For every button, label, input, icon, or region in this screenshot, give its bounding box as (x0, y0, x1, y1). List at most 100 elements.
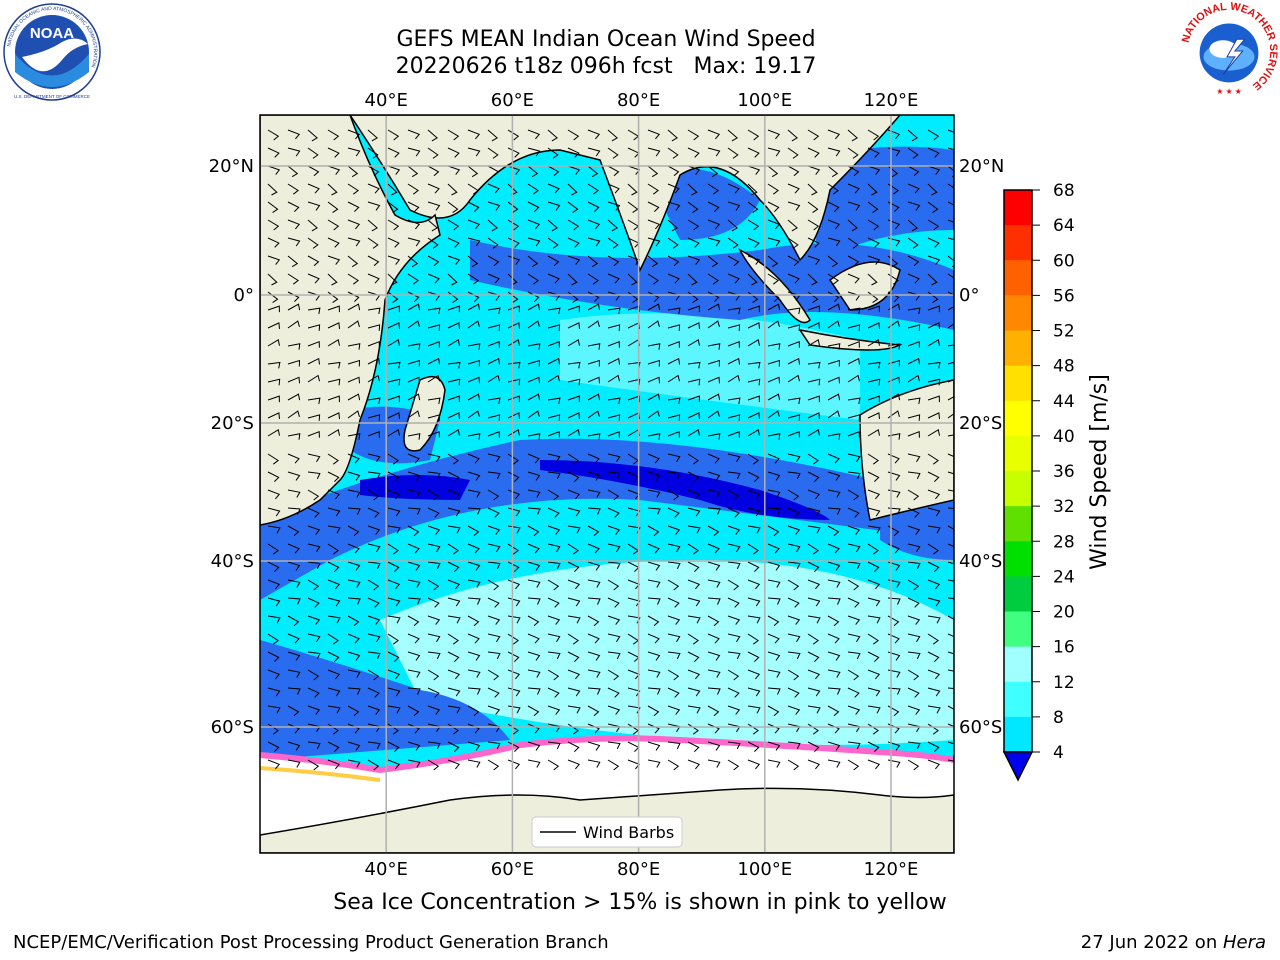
wind-barb (727, 219, 738, 232)
wind-barb (527, 343, 541, 350)
wind-barb (907, 147, 919, 159)
wind-barb (847, 579, 860, 591)
wind-barb (727, 453, 741, 463)
wind-barb (867, 378, 881, 386)
wind-barb (567, 561, 580, 572)
wind-barb (527, 453, 540, 464)
wind-barb (427, 374, 440, 383)
wind-barb (787, 525, 801, 535)
wind-barb (627, 507, 641, 517)
wind-barb (787, 414, 801, 421)
wind-zone-min (540, 460, 830, 520)
wind-barb (587, 165, 599, 178)
wind-barb (887, 741, 901, 751)
svg-text:NOAA: NOAA (30, 25, 74, 42)
wind-barb (667, 759, 680, 771)
wind-barb (407, 525, 420, 537)
wind-barb (747, 615, 761, 624)
wind-barb (567, 471, 580, 482)
wind-barb (847, 543, 861, 553)
wind-barb (807, 633, 819, 645)
wind-barb (727, 741, 741, 750)
wind-barb (907, 237, 919, 249)
wind-barb (907, 759, 920, 771)
wind-barb (327, 129, 340, 141)
wind-barb (467, 201, 480, 212)
wind-barb (827, 633, 840, 644)
wind-barb (547, 374, 560, 383)
wind-barb (707, 579, 721, 588)
wind-barb (587, 273, 599, 285)
wind-barb (707, 705, 720, 717)
wind-barb (327, 723, 339, 735)
wind-barb (927, 339, 940, 347)
wind-barb (647, 471, 661, 481)
wind-barb (767, 525, 780, 537)
wind-barb (927, 273, 938, 286)
wind-barb (387, 723, 399, 735)
wind-barb (807, 687, 821, 697)
wind-barb (707, 453, 720, 464)
wind-barb (527, 255, 539, 268)
wind-barb (787, 201, 801, 211)
wind-barb (527, 183, 539, 195)
wind-barb (547, 237, 559, 249)
wind-barb (307, 201, 321, 211)
wind-barb (727, 324, 741, 331)
wind-barb (827, 543, 840, 554)
wind-barb (347, 669, 361, 678)
wind-barb (547, 741, 561, 750)
wind-barb (907, 430, 920, 438)
wind-barb (567, 687, 581, 697)
wind-barb (887, 759, 901, 768)
wind-barb (787, 374, 800, 383)
wind-barb (707, 525, 720, 537)
wind-barb (647, 201, 660, 212)
wind-barb (487, 669, 500, 681)
wind-barb (267, 237, 280, 248)
wind-barb (607, 183, 620, 194)
wind-barb (827, 303, 841, 311)
wind-barb (447, 669, 461, 680)
wind-barb (567, 579, 581, 590)
wind-barb (267, 129, 280, 141)
lat-label-right: 20°N (959, 156, 1004, 177)
wind-barb (467, 291, 480, 302)
wind-zone-calm-bengal (650, 168, 760, 240)
wind-barb (447, 759, 461, 770)
wind-barb (347, 129, 361, 140)
wind-barb (427, 273, 440, 284)
wind-barb (407, 453, 420, 464)
wind-barb (747, 723, 759, 735)
wind-barb (807, 183, 818, 196)
wind-barb (647, 255, 659, 268)
wind-barb (547, 414, 561, 421)
wind-barb (267, 255, 281, 265)
wind-barb (507, 339, 520, 347)
wind-barb (887, 237, 901, 247)
wind-barb (587, 705, 600, 717)
wind-barb (347, 359, 361, 367)
footer-credit: NCEP/EMC/Verification Post Processing Pr… (13, 932, 609, 953)
wind-barb (267, 741, 280, 752)
wind-barb (267, 507, 281, 517)
wind-barb (467, 705, 480, 717)
wind-barb (287, 359, 301, 367)
wind-barb (907, 687, 920, 698)
wind-barb (327, 489, 341, 500)
wind-barb (667, 705, 681, 715)
wind-barb (927, 237, 940, 248)
wind-barb (347, 376, 360, 384)
wind-barb (407, 376, 420, 384)
wind-barb (727, 357, 740, 365)
wind-barb (567, 255, 581, 265)
wind-barb (767, 543, 780, 554)
wind-barb (487, 597, 500, 608)
wind-barb (847, 453, 861, 463)
wind-barb (807, 305, 820, 313)
wind-barb (547, 357, 560, 365)
wind-barb (587, 615, 600, 627)
wind-barb (727, 561, 741, 570)
wind-barb (267, 633, 279, 645)
colorbar-segment (1004, 260, 1032, 296)
